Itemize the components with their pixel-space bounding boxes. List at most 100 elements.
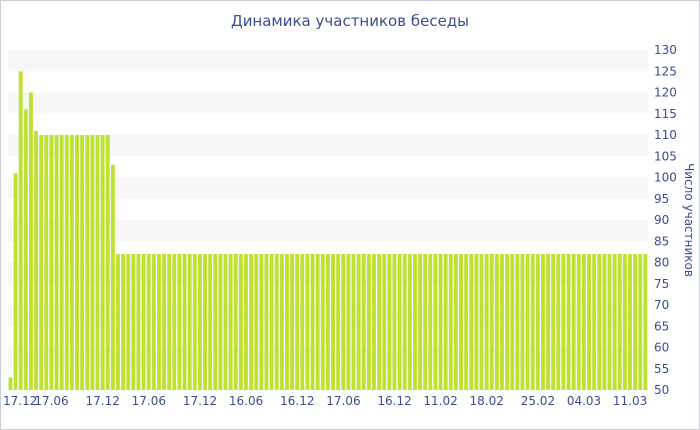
bar xyxy=(151,254,156,390)
bar xyxy=(95,135,100,390)
bar xyxy=(397,254,402,390)
bar xyxy=(182,254,187,390)
bar xyxy=(279,254,284,390)
bar xyxy=(244,254,248,390)
grid-band xyxy=(8,177,648,199)
bar xyxy=(489,254,494,390)
bar xyxy=(561,254,566,390)
bar xyxy=(459,254,463,390)
bar xyxy=(402,254,407,390)
bar xyxy=(44,135,49,390)
bar xyxy=(49,135,54,390)
bar xyxy=(105,135,110,390)
bar xyxy=(223,254,228,390)
y-tick-label: 50 xyxy=(654,383,669,397)
bar xyxy=(85,135,90,390)
bar xyxy=(34,130,39,390)
bar xyxy=(269,254,274,390)
bar xyxy=(259,254,264,390)
y-tick-label: 130 xyxy=(654,43,677,57)
bar xyxy=(54,135,59,390)
bar xyxy=(633,254,638,390)
bar xyxy=(443,254,448,390)
bar xyxy=(218,254,223,390)
bar xyxy=(146,254,151,390)
x-tick-label: 18.02 xyxy=(470,394,504,408)
bar xyxy=(587,254,591,390)
y-tick-label: 90 xyxy=(654,213,669,227)
bar xyxy=(382,254,387,390)
bar xyxy=(249,254,254,390)
bar xyxy=(551,254,556,390)
bar xyxy=(351,254,356,390)
y-tick-label: 115 xyxy=(654,107,677,121)
y-tick-label: 80 xyxy=(654,256,669,270)
bar xyxy=(69,135,74,390)
bar xyxy=(203,254,207,390)
x-tick-label: 04.03 xyxy=(567,394,601,408)
bar xyxy=(581,254,586,390)
bar xyxy=(310,254,315,390)
bar xyxy=(407,254,412,390)
bar xyxy=(28,92,33,390)
bar xyxy=(75,135,79,390)
bar xyxy=(464,254,469,390)
x-tick-label: 16.06 xyxy=(229,394,263,408)
x-tick-label: 25.02 xyxy=(521,394,555,408)
y-tick-label: 65 xyxy=(654,319,669,333)
bar xyxy=(474,254,479,390)
bar xyxy=(361,254,366,390)
y-tick-label: 70 xyxy=(654,298,669,312)
bar xyxy=(535,254,540,390)
bar xyxy=(377,254,382,390)
bar xyxy=(484,254,489,390)
x-tick-label: 16.12 xyxy=(377,394,411,408)
bar xyxy=(315,254,320,390)
grid-band xyxy=(8,220,648,242)
chart-title: Динамика участников беседы xyxy=(230,12,470,30)
bar xyxy=(238,254,243,390)
x-tick-label: 17.06 xyxy=(34,394,68,408)
y-tick-label: 55 xyxy=(654,362,669,376)
grid-band xyxy=(8,50,648,72)
bar xyxy=(525,254,530,390)
bar xyxy=(8,377,13,390)
bar xyxy=(341,254,346,390)
bar xyxy=(295,254,300,390)
bar xyxy=(116,254,120,390)
x-tick-label: 17.12 xyxy=(183,394,217,408)
bar xyxy=(331,254,335,390)
bar xyxy=(177,254,182,390)
bar xyxy=(197,254,202,390)
y-tick-label: 110 xyxy=(654,128,677,142)
bar xyxy=(540,254,545,390)
bar xyxy=(80,135,85,390)
bar xyxy=(428,254,433,390)
bar xyxy=(346,254,351,390)
y-axis-label: Число участников xyxy=(682,163,696,277)
bar xyxy=(448,254,453,390)
bar xyxy=(576,254,581,390)
x-tick-label: 17.12 xyxy=(3,394,37,408)
bar xyxy=(187,254,192,390)
y-tick-label: 120 xyxy=(654,86,677,100)
bar xyxy=(453,254,458,390)
bar xyxy=(392,254,397,390)
y-tick-label: 60 xyxy=(654,341,669,355)
x-tick-label: 17.06 xyxy=(132,394,166,408)
bars xyxy=(8,71,648,390)
bar xyxy=(192,254,197,390)
bar xyxy=(515,254,520,390)
bar xyxy=(305,254,310,390)
x-tick-label: 16.12 xyxy=(280,394,314,408)
bar xyxy=(566,254,571,390)
bar xyxy=(505,254,510,390)
bar xyxy=(628,254,632,390)
bar xyxy=(254,254,259,390)
bar xyxy=(233,254,238,390)
bar xyxy=(90,135,95,390)
bar xyxy=(121,254,126,390)
bar xyxy=(126,254,131,390)
bar xyxy=(617,254,622,390)
